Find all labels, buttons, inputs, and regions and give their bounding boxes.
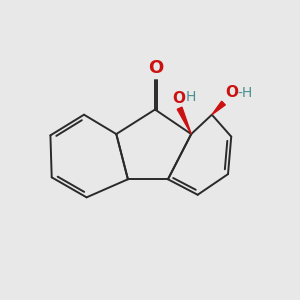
Text: O: O xyxy=(225,85,238,100)
Text: H: H xyxy=(186,90,196,104)
Text: O: O xyxy=(172,91,185,106)
Text: -H: -H xyxy=(238,86,253,100)
Text: O: O xyxy=(148,58,163,76)
Polygon shape xyxy=(212,101,225,115)
Polygon shape xyxy=(177,107,191,134)
